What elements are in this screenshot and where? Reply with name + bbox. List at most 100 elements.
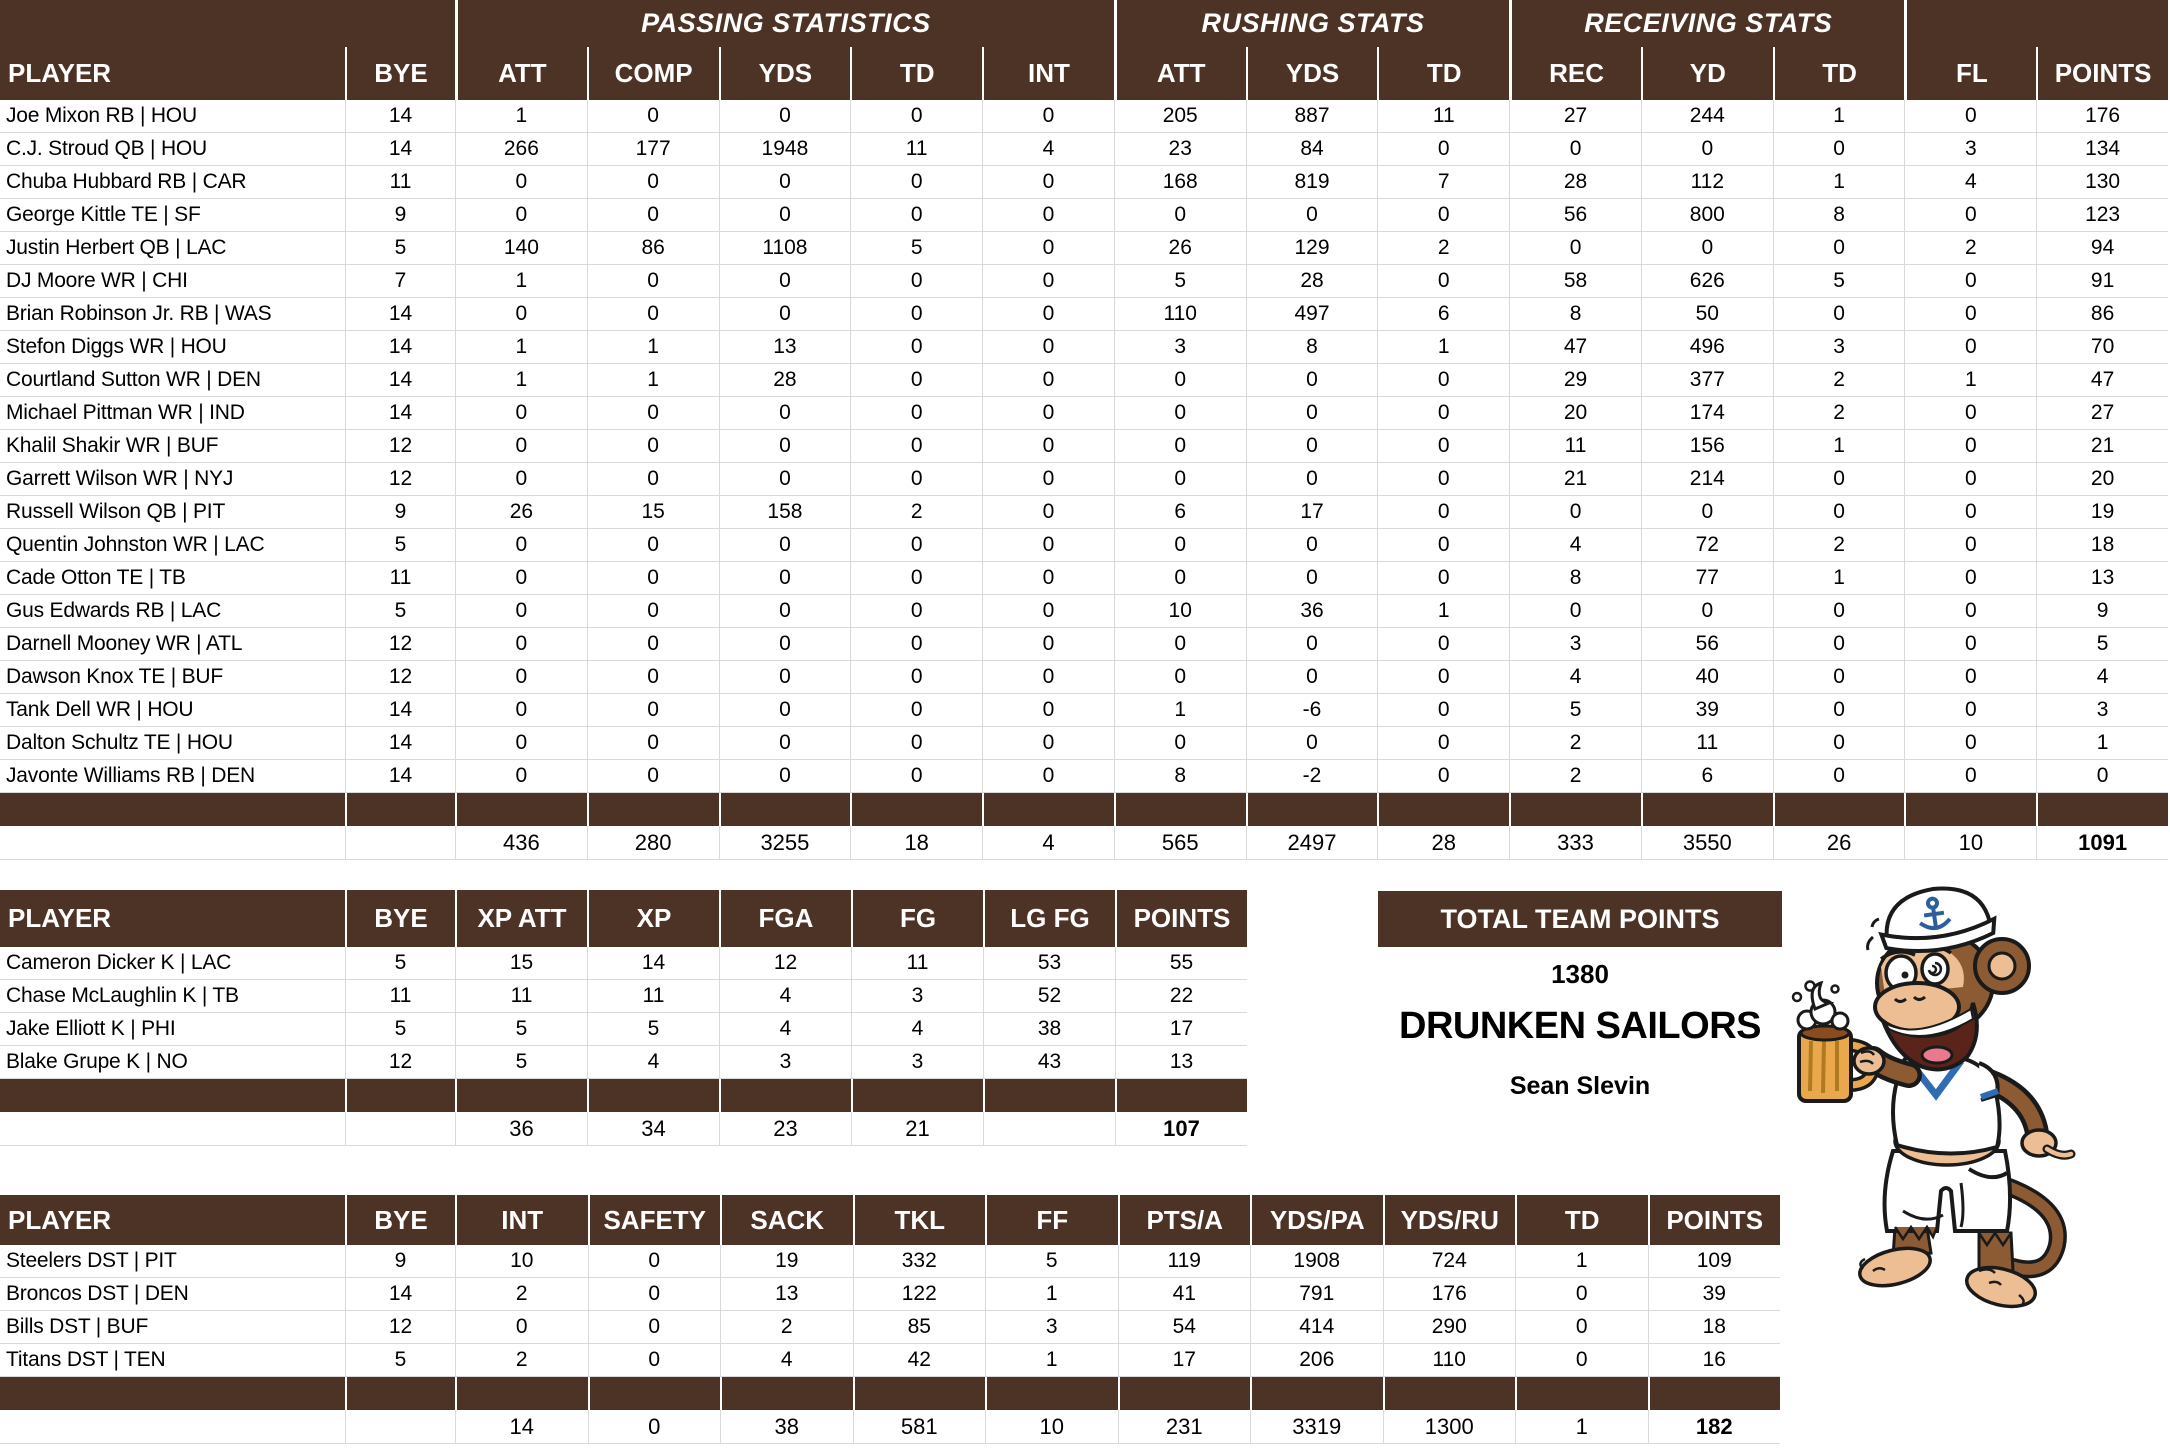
total-value: 231: [1117, 1410, 1250, 1444]
column-header-bye: BYE: [345, 890, 455, 947]
stat-value: 22: [1115, 980, 1247, 1013]
stat-value: 0: [455, 1311, 588, 1344]
totals-separator-cell: [1640, 793, 1773, 826]
column-header-att: ATT: [1113, 47, 1246, 100]
totals-separator-cell: [1117, 1377, 1250, 1410]
stat-value: 2: [455, 1344, 588, 1377]
stat-value: 290: [1382, 1311, 1515, 1344]
stat-value: 85: [852, 1311, 985, 1344]
stat-value: 1: [1113, 694, 1246, 727]
stat-value: 0: [1772, 628, 1905, 661]
stat-value: 18: [2036, 529, 2168, 562]
stat-value: 4: [982, 133, 1114, 166]
stat-value: 29: [1509, 364, 1641, 397]
stat-value: 4: [719, 1013, 851, 1046]
stat-value: 0: [586, 595, 719, 628]
stat-value: 0: [1640, 496, 1773, 529]
stat-value: 1: [586, 331, 719, 364]
stat-value: 11: [851, 947, 983, 980]
stat-value: 5: [1509, 694, 1641, 727]
group-header-receiving-stats: RECEIVING STATS: [1509, 0, 1905, 47]
stat-value: 0: [1377, 496, 1510, 529]
player-name: Cade Otton TE | TB: [0, 562, 345, 595]
stat-value: 0: [1515, 1278, 1648, 1311]
total-value: 4: [982, 826, 1114, 860]
stat-value: 0: [586, 463, 719, 496]
stat-value: 0: [455, 760, 587, 793]
stat-value: 0: [1904, 694, 2037, 727]
stat-value: 0: [1245, 727, 1378, 760]
stat-value: 0: [718, 265, 851, 298]
stat-value: 0: [850, 100, 983, 133]
stat-value: 1: [1772, 430, 1905, 463]
stat-value: 3: [851, 980, 983, 1013]
column-header-points: POINTS: [1115, 890, 1247, 947]
stat-value: 1: [455, 265, 587, 298]
stat-value: 1: [1377, 595, 1510, 628]
stat-value: 0: [2036, 760, 2168, 793]
monkey-tongue: [1920, 1045, 1954, 1065]
stat-value: 0: [1377, 430, 1510, 463]
stat-value: 10: [1113, 595, 1246, 628]
stat-value: 20: [1509, 397, 1641, 430]
stat-value: 0: [982, 628, 1114, 661]
column-header-fl: FL: [1904, 47, 2037, 100]
stat-value: 11: [455, 980, 587, 1013]
column-header-fg: FG: [851, 890, 983, 947]
stat-value: 5: [985, 1245, 1118, 1278]
total-value: 1: [1515, 1410, 1648, 1444]
stat-value: 8: [1509, 298, 1641, 331]
stat-value: 7: [1377, 166, 1510, 199]
stat-value: 5: [345, 947, 455, 980]
stat-value: 86: [2036, 298, 2168, 331]
stat-value: 0: [850, 760, 983, 793]
totals-separator-cell: [455, 1377, 588, 1410]
stat-value: 800: [1640, 199, 1773, 232]
kicker-stats-table: PLAYER BYE XP ATT XP FGA FG LG FG POINTS Cameron…: [0, 890, 1247, 1146]
stat-value: 0: [586, 760, 719, 793]
stat-value: 0: [1904, 100, 2037, 133]
stat-value: 0: [1904, 562, 2037, 595]
stat-value: 9: [345, 496, 455, 529]
totals-separator-cell: [850, 793, 983, 826]
player-name: DJ Moore WR | CHI: [0, 265, 345, 298]
stat-value: 3: [985, 1311, 1118, 1344]
total-value: 1300: [1382, 1410, 1515, 1444]
stat-value: 41: [1117, 1278, 1250, 1311]
stat-value: 27: [1509, 100, 1641, 133]
stat-value: 43: [983, 1046, 1115, 1079]
stat-value: 0: [1904, 397, 2037, 430]
stat-value: 2: [1772, 397, 1905, 430]
stat-value: 55: [1115, 947, 1247, 980]
stat-value: 2: [720, 1311, 853, 1344]
stat-value: 12: [345, 1311, 455, 1344]
group-header-rushing-stats: RUSHING STATS: [1113, 0, 1510, 47]
column-header-yds-pa: YDS/PA: [1250, 1195, 1383, 1245]
player-name: Stefon Diggs WR | HOU: [0, 331, 345, 364]
stat-value: 3: [1904, 133, 2037, 166]
column-header-td: TD: [1377, 47, 1510, 100]
stat-value: 0: [586, 694, 719, 727]
monkey-teeth: [1884, 1007, 1975, 1038]
stat-value: 4: [719, 980, 851, 1013]
stat-value: 84: [1245, 133, 1378, 166]
stat-value: 0: [1113, 727, 1246, 760]
stat-value: 21: [2036, 430, 2168, 463]
sailor-hat: [1878, 886, 1997, 954]
column-header-pts-a: PTS/A: [1117, 1195, 1250, 1245]
stat-value: 0: [1113, 397, 1246, 430]
stat-value: 0: [586, 397, 719, 430]
player-name: Bills DST | BUF: [0, 1311, 345, 1344]
stat-value: 0: [1245, 364, 1378, 397]
stat-value: 4: [851, 1013, 983, 1046]
player-name: Courtland Sutton WR | DEN: [0, 364, 345, 397]
totals-separator-cell: [1382, 1377, 1515, 1410]
total-value: 3255: [718, 826, 851, 860]
stat-value: 0: [1904, 727, 2037, 760]
stat-value: 6: [1377, 298, 1510, 331]
column-header-xp: XP: [587, 890, 719, 947]
stat-value: 12: [345, 1046, 455, 1079]
stat-value: 0: [455, 595, 587, 628]
stat-value: 77: [1640, 562, 1773, 595]
stat-value: 1: [586, 364, 719, 397]
